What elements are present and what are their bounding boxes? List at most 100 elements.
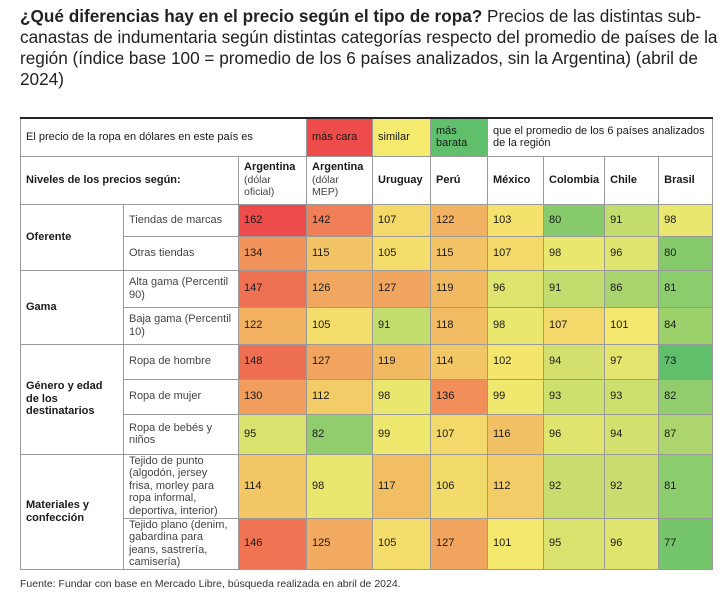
value-cell: 98	[487, 306, 544, 345]
value-cell: 84	[658, 306, 714, 345]
value-cell: 127	[306, 343, 373, 380]
value-cell: 107	[542, 306, 606, 345]
value-cell: 148	[238, 343, 307, 380]
value-cell: 115	[306, 235, 373, 271]
value-cell: 98	[658, 203, 714, 237]
title-question: ¿Qué diferencias hay en el precio según …	[20, 6, 483, 26]
value-cell: 114	[238, 453, 307, 519]
country-header: Chile	[604, 155, 660, 205]
value-cell: 103	[487, 203, 544, 237]
value-cell: 96	[604, 235, 660, 271]
value-cell: 87	[658, 413, 714, 455]
value-cell: 73	[658, 343, 714, 380]
value-cell: 91	[604, 203, 660, 237]
row-label: Ropa de hombre	[123, 343, 239, 380]
value-cell: 125	[306, 517, 373, 570]
group-label: Oferente	[20, 203, 124, 271]
value-cell: 105	[306, 306, 373, 345]
value-cell: 82	[306, 413, 373, 455]
value-cell: 92	[542, 453, 606, 519]
value-cell: 86	[604, 269, 660, 308]
value-cell: 97	[604, 343, 660, 380]
legend-outro: que el promedio de los 6 países analizad…	[486, 117, 714, 157]
table-row: Baja gama (Percentil 10) 122 105 91 118 98 107…	[21, 306, 714, 345]
legend-row: El precio de la ropa en dólares en este …	[20, 117, 714, 157]
value-cell: 117	[372, 453, 431, 519]
value-cell: 96	[604, 517, 660, 570]
table-row: Gama Alta gama (Percentil 90) 147 126 127 119…	[20, 269, 714, 345]
group-label: Materiales y confección	[20, 453, 124, 570]
value-cell: 80	[542, 203, 606, 237]
legend-item: más cara	[306, 117, 373, 157]
table-row: Tejido plano (denim, gabardina para jean…	[21, 517, 714, 570]
country-header: Argentina (dólar oficial)	[238, 155, 307, 205]
country-name: México	[493, 173, 531, 186]
value-cell: 127	[430, 517, 488, 570]
value-cell: 147	[238, 269, 307, 308]
row-label: Ropa de mujer	[123, 378, 239, 415]
value-cell: 91	[372, 306, 431, 345]
value-cell: 130	[238, 378, 307, 415]
value-cell: 122	[430, 203, 488, 237]
value-cell: 99	[487, 378, 544, 415]
value-cell: 101	[487, 517, 544, 570]
value-cell: 101	[604, 306, 660, 345]
value-cell: 106	[430, 453, 488, 519]
table-row: Ropa de mujer 130 112 98 136 99 93 93 82	[21, 378, 714, 415]
group-label: Género y edad de los destinatarios	[20, 343, 124, 455]
country-name: Argentina	[312, 161, 364, 174]
value-cell: 115	[430, 235, 488, 271]
row-label: Tejido plano (denim, gabardina para jean…	[123, 517, 239, 570]
value-cell: 119	[430, 269, 488, 308]
country-header: México	[487, 155, 544, 205]
value-cell: 98	[372, 378, 431, 415]
value-cell: 126	[306, 269, 373, 308]
value-cell: 99	[372, 413, 431, 455]
value-cell: 96	[487, 269, 544, 308]
value-cell: 81	[658, 269, 714, 308]
country-name: Argentina	[244, 161, 296, 174]
levels-label: Niveles de los precios según:	[20, 155, 239, 205]
value-cell: 94	[604, 413, 660, 455]
value-cell: 94	[542, 343, 606, 380]
value-cell: 82	[658, 378, 714, 415]
value-cell: 105	[372, 517, 431, 570]
value-cell: 142	[306, 203, 373, 237]
value-cell: 122	[238, 306, 307, 345]
table-row: Género y edad de los destinatarios Ropa d…	[20, 343, 714, 455]
value-cell: 162	[238, 203, 307, 237]
value-cell: 96	[542, 413, 606, 455]
value-cell: 118	[430, 306, 488, 345]
table-row: Ropa de bebés y niños 95 82 99 107 116 96 94 87	[21, 413, 714, 455]
table-row: Otras tiendas 134 115 105 115 107 98 96 80	[21, 235, 714, 271]
legend-intro: El precio de la ropa en dólares en este …	[20, 117, 307, 157]
country-name: Uruguay	[378, 173, 423, 186]
country-header: Colombia	[542, 155, 606, 205]
group-label: Gama	[20, 269, 124, 345]
value-cell: 98	[542, 235, 606, 271]
country-sub: (dólar oficial)	[244, 173, 275, 199]
legend-item: más barata	[430, 117, 488, 157]
value-cell: 105	[372, 235, 431, 271]
value-cell: 95	[542, 517, 606, 570]
value-cell: 91	[542, 269, 606, 308]
chart-title: ¿Qué diferencias hay en el precio según …	[20, 6, 720, 90]
country-header: Uruguay	[372, 155, 431, 205]
table-row: Oferente Tiendas de marcas 162 142 107 122 103…	[20, 203, 714, 271]
row-label: Alta gama (Percentil 90)	[123, 269, 239, 308]
value-cell: 93	[604, 378, 660, 415]
value-cell: 127	[372, 269, 431, 308]
value-cell: 93	[542, 378, 606, 415]
value-cell: 107	[430, 413, 488, 455]
price-index-table: El precio de la ropa en dólares en este …	[20, 117, 714, 570]
legend-item: similar	[372, 117, 431, 157]
value-cell: 98	[306, 453, 373, 519]
value-cell: 77	[658, 517, 714, 570]
value-cell: 102	[487, 343, 544, 380]
value-cell: 114	[430, 343, 488, 380]
value-cell: 146	[238, 517, 307, 570]
value-cell: 136	[430, 378, 488, 415]
country-name: Chile	[610, 173, 638, 186]
value-cell: 112	[487, 453, 544, 519]
country-header-row: Niveles de los precios según: Argentina (d…	[20, 155, 714, 205]
